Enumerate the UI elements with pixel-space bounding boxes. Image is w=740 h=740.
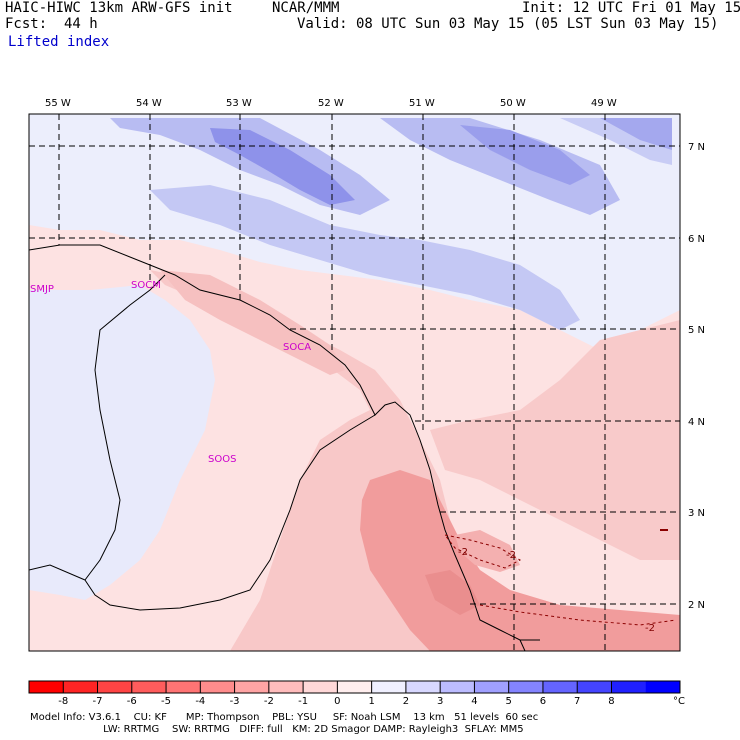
station-label: SOOS (208, 454, 236, 465)
field-name: Lifted index (8, 34, 110, 50)
station-label: SOCM (131, 280, 161, 291)
colorbar-swatch (645, 681, 681, 693)
colorbar-tick-label: 2 (403, 696, 409, 707)
organization-label: NCAR/MMM (272, 0, 340, 16)
colorbar-swatch (29, 681, 64, 693)
positive-core-3 (600, 118, 672, 150)
colorbar-swatch (405, 681, 441, 693)
station-label: SOCA (283, 342, 311, 353)
station-label: SMJP (30, 284, 54, 295)
lat-label: 6 N (688, 234, 705, 245)
contour-value-label: -2 (458, 547, 468, 558)
colorbar-tick-label: -3 (230, 696, 240, 707)
colorbar-swatch (440, 681, 475, 693)
colorbar-swatch (303, 681, 338, 693)
contours-minus2 (443, 534, 677, 626)
border-east (519, 639, 526, 651)
lon-label: 50 W (500, 98, 526, 109)
colorbar-swatch (611, 681, 647, 693)
lon-label: 55 W (45, 98, 71, 109)
lat-label: 2 N (688, 600, 705, 611)
colorbar-swatch (577, 681, 612, 693)
colorbar-tick-label: 3 (437, 696, 443, 707)
colorbar-tick-label: -8 (58, 696, 68, 707)
colorbar-swatch (200, 681, 236, 693)
colorbar-swatch (268, 681, 304, 693)
colorbar-tick-label: 6 (540, 696, 546, 707)
lon-label: 51 W (409, 98, 435, 109)
border-west (29, 564, 86, 581)
lon-label: 53 W (226, 98, 252, 109)
colorbar-tick-label: 7 (574, 696, 580, 707)
colorbar-tick-label: -6 (127, 696, 137, 707)
colorbar-tick-label: -1 (298, 696, 308, 707)
colorbar-swatch (508, 681, 544, 693)
model-title: HAIC-HIWC 13km ARW-GFS init (5, 0, 233, 16)
contour-line (443, 534, 522, 569)
positive-core-2 (460, 125, 590, 185)
border-suriname-guyane (84, 274, 376, 611)
colorbar-tick-label: -5 (161, 696, 171, 707)
colorbar-swatch (542, 681, 578, 693)
colorbar-tick-label: 5 (505, 696, 511, 707)
model-info-line-2: LW: RRTMG SW: RRTMG DIFF: full KM: 2D Sm… (30, 724, 524, 735)
colorbar-unit: °C (673, 696, 685, 707)
colorbar-swatch (474, 681, 510, 693)
colorbar-tick-label: 1 (368, 696, 374, 707)
lat-label: 3 N (688, 508, 705, 519)
negative-core-inner (425, 570, 480, 615)
colorbar-tick-label: -4 (195, 696, 205, 707)
lat-label: 5 N (688, 325, 705, 336)
negative-region-east (430, 320, 680, 560)
colorbar-swatch (97, 681, 133, 693)
positive-core-1 (210, 128, 355, 205)
positive-region-west (29, 285, 215, 600)
colorbar-swatch (131, 681, 167, 693)
colorbar-swatch (371, 681, 407, 693)
contour-value-label: -2 (506, 550, 516, 561)
coastlines (29, 244, 540, 651)
colorbar-tick-label: 4 (471, 696, 477, 707)
colorbar-tick-label: 0 (334, 696, 340, 707)
colorbar-tick-label: 8 (608, 696, 614, 707)
lat-label: 4 N (688, 417, 705, 428)
lifted-index-field (29, 114, 680, 651)
graticule (29, 114, 680, 651)
valid-time: Valid: 08 UTC Sun 03 May 15 (05 LST Sun … (297, 16, 719, 32)
lon-label: 52 W (318, 98, 344, 109)
contour-value-label: -2 (645, 623, 655, 634)
positive-band-2 (380, 118, 620, 215)
colorbar-frame (28, 680, 681, 694)
colorbar-swatch (337, 681, 373, 693)
positive-band-3 (150, 185, 580, 330)
lon-label: 49 W (591, 98, 617, 109)
colorbar-tick-label: -7 (93, 696, 103, 707)
model-info-line-1: Model Info: V3.6.1 CU: KF MP: Thompson P… (30, 712, 539, 723)
negative-core (360, 470, 680, 651)
colorbar-swatch (63, 681, 99, 693)
init-time: Init: 12 UTC Fri 01 May 15 (522, 0, 740, 16)
colorbar-tick-label: -2 (264, 696, 274, 707)
coastline (29, 244, 540, 641)
negative-region-west-coast (160, 270, 345, 375)
colorbar-swatch (166, 681, 201, 693)
colorbar: -8 -7 -6 -5 -4 -3 -2 -1 0 1 2 3 4 5 6 7 8 (28, 680, 681, 707)
forecast-hour: Fcst: 44 h (5, 16, 98, 32)
lat-label: 7 N (688, 142, 705, 153)
colorbar-swatch (234, 681, 270, 693)
lon-label: 54 W (136, 98, 162, 109)
map-frame (28, 113, 681, 652)
